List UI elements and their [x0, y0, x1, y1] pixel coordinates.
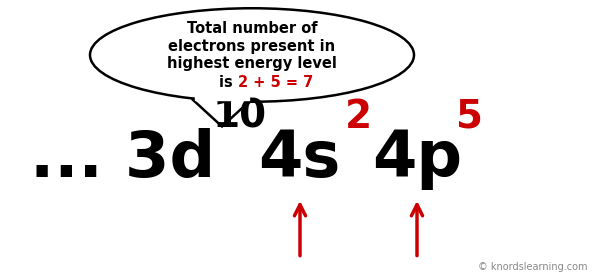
Text: is: is: [219, 75, 238, 90]
Text: 5: 5: [456, 98, 483, 136]
Ellipse shape: [90, 8, 414, 102]
Polygon shape: [192, 99, 252, 127]
Text: © knordslearning.com: © knordslearning.com: [479, 262, 588, 272]
Text: 10: 10: [213, 98, 267, 136]
Text: 4p: 4p: [372, 128, 462, 191]
Text: 2 + 5 = 7: 2 + 5 = 7: [238, 75, 313, 90]
Text: ... 3d: ... 3d: [30, 128, 215, 191]
Polygon shape: [195, 96, 249, 100]
Text: Total number of: Total number of: [187, 21, 317, 36]
Text: highest energy level: highest energy level: [167, 56, 337, 72]
Text: electrons present in: electrons present in: [169, 39, 335, 54]
Text: 2: 2: [345, 98, 372, 136]
Text: 4s: 4s: [258, 128, 340, 191]
